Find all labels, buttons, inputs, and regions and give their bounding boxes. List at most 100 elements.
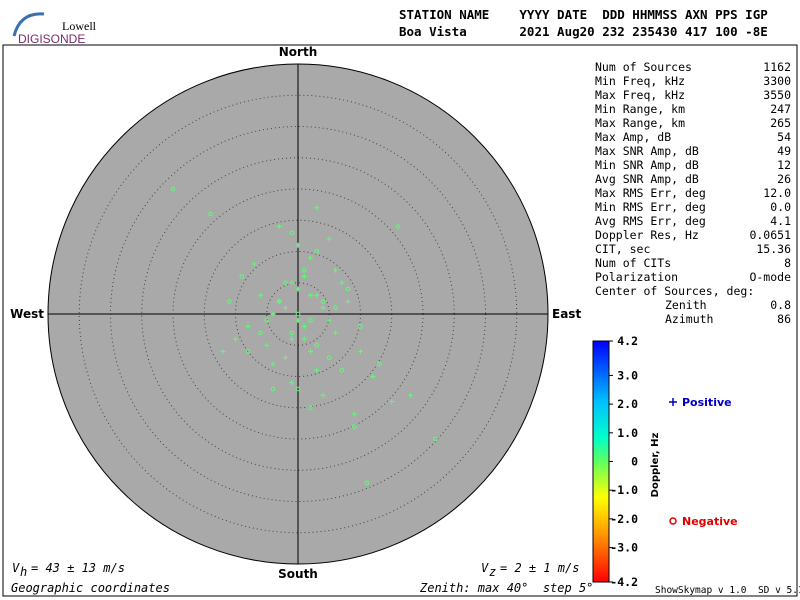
source-positive — [345, 299, 351, 304]
version: ShowSkymap v 1.0 SD v 5.1 — [655, 585, 800, 596]
source-negative — [320, 299, 326, 304]
source-negative — [283, 280, 288, 286]
stat-label: Doppler Res, Hz — [595, 228, 699, 242]
dir-west: West — [10, 307, 44, 321]
stat-value: 0.0 — [770, 200, 791, 214]
stat-label: Polarization — [595, 270, 678, 284]
stat-label: Zenith — [665, 298, 707, 312]
colorbar-label: Doppler, Hz — [650, 433, 661, 498]
stat-label: Max Range, km — [595, 116, 685, 130]
colorbar-tick-label: 1.0 — [617, 426, 638, 440]
source-positive — [233, 336, 238, 342]
source-negative — [258, 330, 263, 336]
source-positive — [289, 280, 295, 286]
stat-value: 26 — [777, 172, 791, 186]
source-negative — [295, 386, 301, 392]
stat-label: Min Range, km — [595, 102, 685, 116]
vz-sub: z — [489, 565, 496, 579]
source-positive — [326, 317, 332, 323]
source-negative — [208, 211, 213, 217]
source-positive — [408, 392, 413, 398]
source-positive — [270, 311, 276, 317]
legend-marker — [669, 517, 677, 525]
source-positive — [283, 305, 288, 311]
source-positive — [283, 355, 288, 361]
logo-swoosh — [12, 12, 45, 37]
source-negative — [308, 317, 313, 323]
colorbar-tick-label: 4.2 — [617, 334, 638, 348]
source-negative — [364, 480, 370, 486]
source-negative — [351, 424, 357, 429]
vh-symbol: V — [12, 561, 20, 575]
source-positive — [258, 292, 263, 298]
source-positive — [301, 324, 307, 329]
source-negative — [239, 274, 245, 279]
stat-label: Min Freq, kHz — [595, 74, 685, 88]
source-positive — [276, 224, 282, 229]
stat-label: Num of Sources — [595, 60, 692, 74]
colorbar-tick-label: -1.0 — [610, 483, 638, 497]
stat-value: 86 — [777, 312, 791, 326]
source-negative — [339, 367, 345, 373]
stat-value: 247 — [770, 102, 791, 116]
stat-label: Azimuth — [665, 312, 713, 326]
stat-value: 265 — [770, 116, 791, 130]
colorbar-tick-label: -2.0 — [610, 512, 638, 526]
source-negative — [289, 330, 295, 336]
colorbar-tick-label: 0 — [631, 455, 638, 469]
source-negative — [289, 230, 295, 236]
stat-value: 15.36 — [756, 242, 791, 256]
source-positive — [370, 374, 376, 379]
header-values: Boa Vista 2021 Aug20 232 235430 417 100 … — [399, 24, 768, 39]
source-positive — [320, 305, 326, 311]
source-negative — [314, 342, 320, 348]
legend-label: Positive — [682, 396, 732, 409]
colorbar-tick-label: -3.0 — [610, 541, 638, 555]
source-positive — [289, 380, 295, 386]
source-negative — [333, 305, 338, 311]
source-positive — [308, 349, 313, 354]
source-positive — [333, 330, 338, 336]
frame — [2, 44, 798, 597]
source-positive — [264, 342, 270, 348]
stat-value: 49 — [777, 144, 791, 158]
stat-value: 3550 — [763, 88, 791, 102]
stat-label: Max RMS Err, deg — [595, 186, 706, 200]
legend-marker — [669, 398, 677, 406]
source-positive — [251, 261, 257, 267]
coords-note: Geographic coordinates — [11, 581, 170, 595]
zenith-note: Zenith: max 40° step 5° — [419, 581, 593, 595]
source-negative — [295, 311, 301, 317]
source-positive — [358, 349, 363, 354]
source-positive — [326, 236, 332, 242]
source-positive — [314, 205, 320, 211]
stat-value: 4.1 — [770, 214, 791, 228]
stat-label: Max Amp, dB — [595, 130, 671, 144]
colorbar-tick-label: 2.0 — [617, 397, 638, 411]
source-positive — [245, 324, 251, 329]
stat-value: 8 — [784, 256, 791, 270]
source-negative — [358, 324, 363, 329]
stat-value: 3300 — [763, 74, 791, 88]
stat-value: 0.8 — [770, 298, 791, 312]
source-negative — [245, 349, 251, 354]
vh-text: = 43 ± 13 m/s — [31, 561, 125, 575]
source-negative — [395, 224, 401, 229]
source-positive — [270, 361, 276, 367]
stat-value: 12.0 — [763, 186, 791, 200]
colorbar — [592, 340, 610, 583]
vz-text: = 2 ± 1 m/s — [500, 561, 579, 575]
source-negative — [376, 361, 382, 367]
source-positive — [314, 367, 320, 373]
source-negative — [308, 405, 313, 411]
source-positive — [295, 242, 301, 248]
source-positive — [308, 292, 313, 298]
source-positive — [351, 411, 357, 417]
source-negative — [314, 249, 320, 254]
source-negative — [264, 317, 270, 323]
source-negative — [276, 299, 282, 304]
stat-label: Min RMS Err, deg — [595, 200, 706, 214]
stat-value: 54 — [777, 130, 791, 144]
stat-value: O-mode — [749, 270, 791, 284]
